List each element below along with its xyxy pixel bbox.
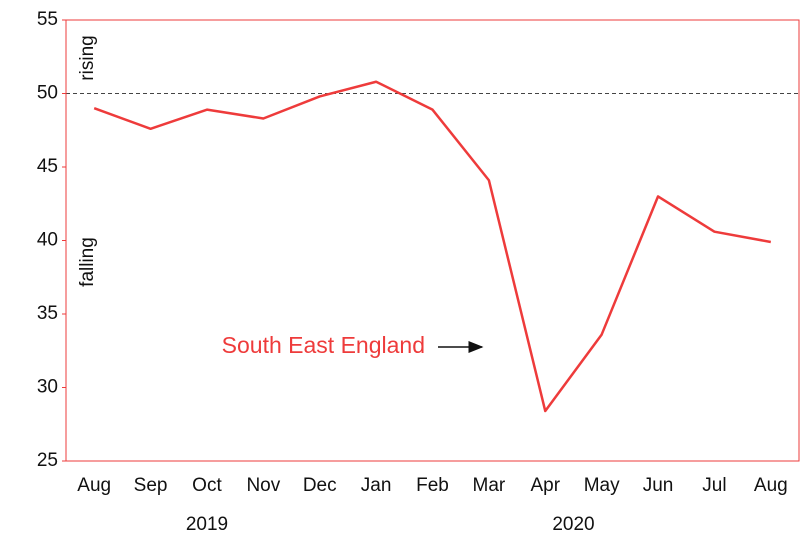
annotation: falling [77, 237, 98, 287]
x-tick-label: Feb [416, 475, 449, 496]
y-tick-label: 30 [37, 377, 58, 398]
x-tick-label: Aug [77, 475, 111, 496]
annotation: rising [77, 35, 98, 80]
series-label: South East England [222, 332, 425, 358]
y-tick-label: 45 [37, 156, 58, 177]
x-tick-label: Jul [702, 475, 726, 496]
x-tick-label: Nov [246, 475, 280, 496]
plot-frame [65, 19, 800, 462]
y-tick-label: 55 [37, 9, 58, 30]
x-tick-label: Jun [643, 475, 674, 496]
y-tick-label: 40 [37, 230, 58, 251]
x-tick-label: Sep [134, 475, 168, 496]
x-group-label: 2019 [186, 514, 228, 535]
y-tick-label: 50 [37, 83, 58, 104]
y-tick-label: 35 [37, 303, 58, 324]
x-tick-label: Dec [303, 475, 337, 496]
x-tick-label: Jan [361, 475, 392, 496]
x-tick-label: Mar [473, 475, 506, 496]
y-tick-label: 25 [37, 450, 58, 471]
x-tick-label: Apr [530, 475, 560, 496]
series-line [93, 80, 772, 413]
x-tick-label: Aug [754, 475, 788, 496]
x-tick-label: Oct [192, 475, 222, 496]
x-tick-label: May [584, 475, 620, 496]
x-group-label: 2020 [552, 514, 594, 535]
